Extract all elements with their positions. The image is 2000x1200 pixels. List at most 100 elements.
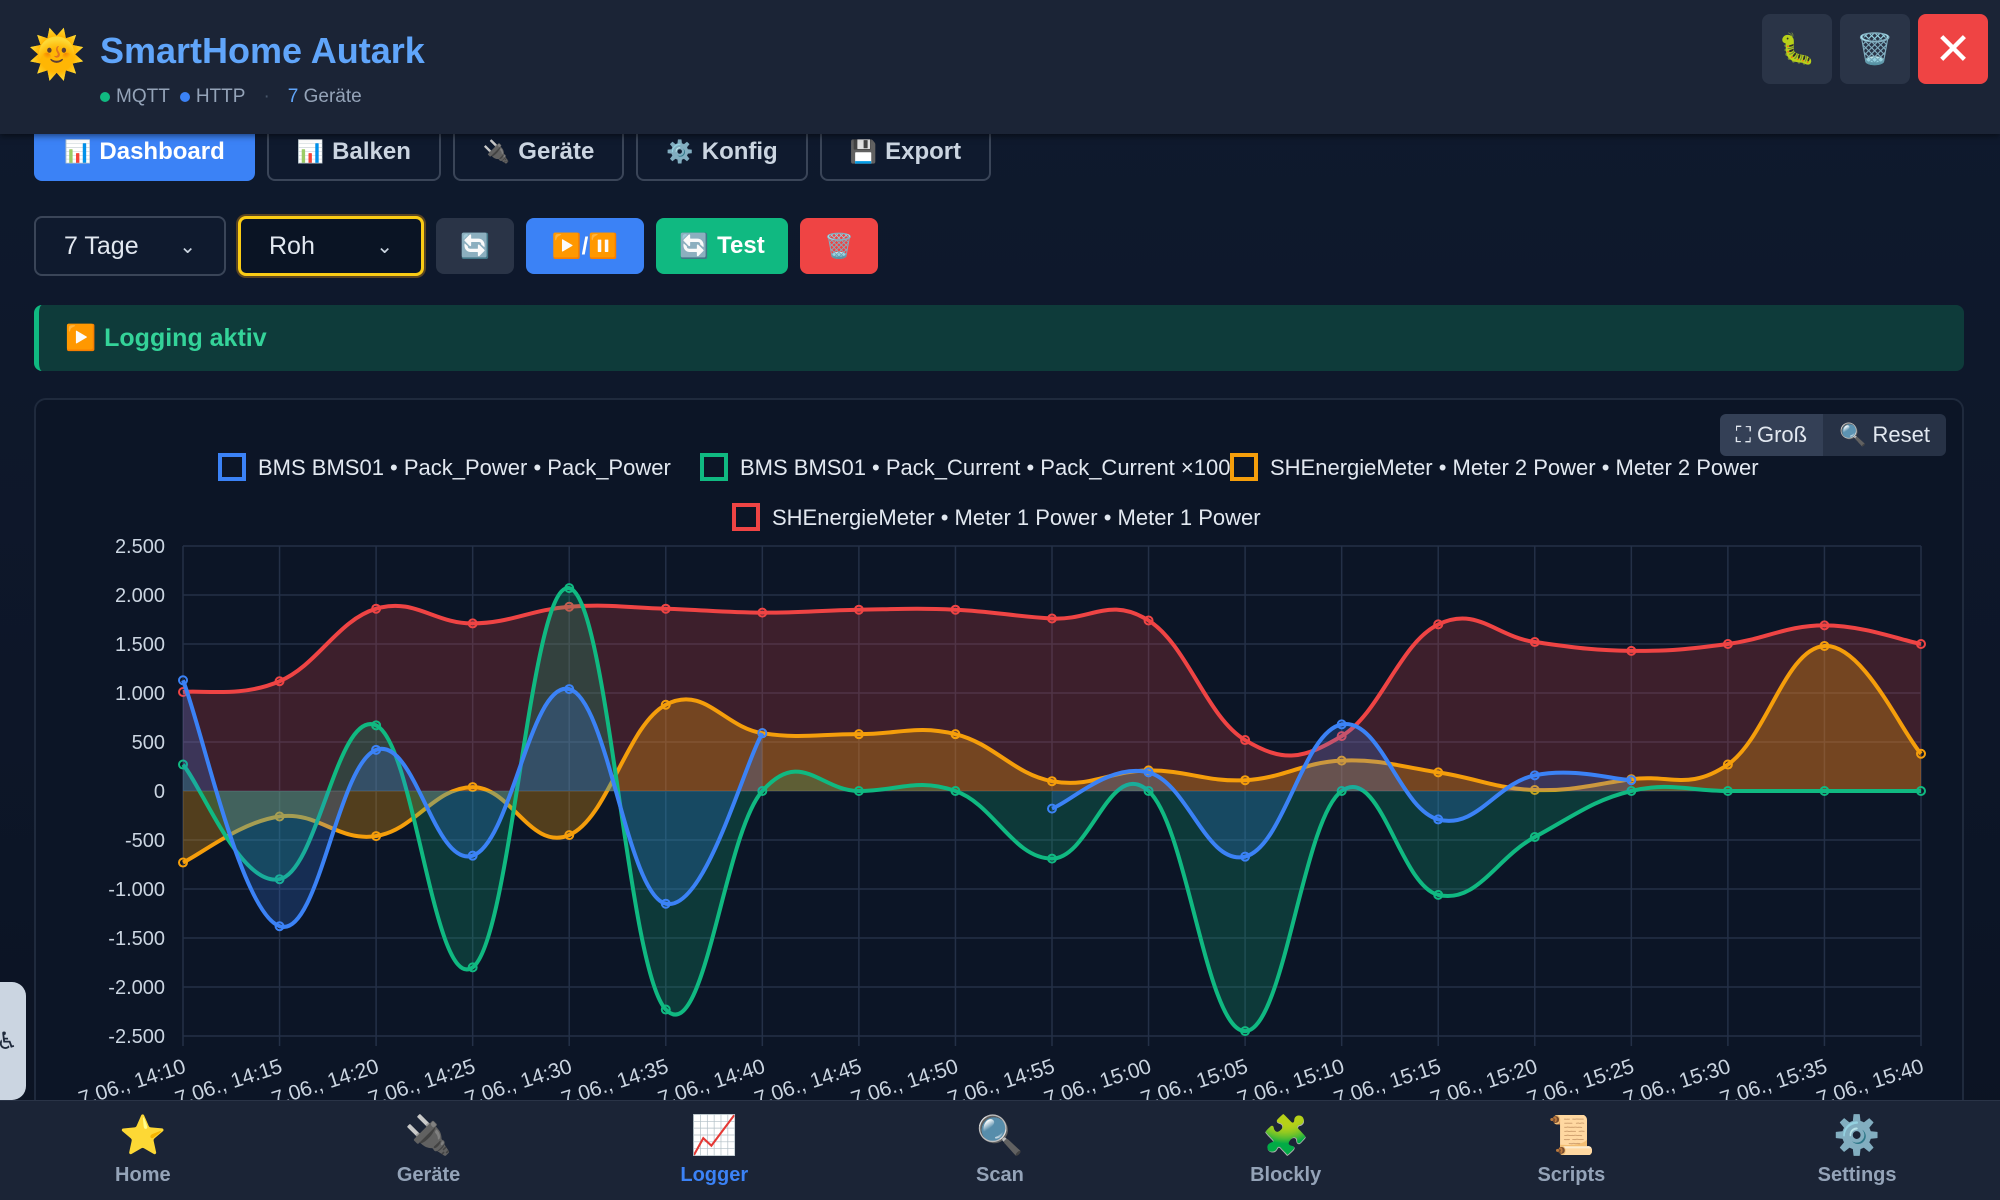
plug-icon: 🔌 <box>404 1115 453 1157</box>
series-line <box>182 603 1922 758</box>
legend-swatch <box>1230 453 1258 481</box>
nav-scan[interactable]: 🔍 Scan <box>910 1114 1090 1187</box>
magnifier-icon: 🔍 <box>1839 422 1867 447</box>
range-select[interactable]: 7 Tage ⌄ <box>34 216 226 276</box>
debug-button[interactable]: 🐛 <box>1762 14 1832 84</box>
fullscreen-button[interactable]: ⛶ Groß <box>1719 414 1824 456</box>
series-area <box>183 680 763 928</box>
app-title: SmartHome Autark <box>100 30 425 71</box>
nav-blockly[interactable]: 🧩 Blockly <box>1196 1114 1376 1187</box>
status-text: Logging aktiv <box>104 323 267 352</box>
y-tick-label: -1.500 <box>108 928 165 950</box>
legend-swatch <box>700 453 728 481</box>
data-point <box>564 601 575 612</box>
data-point <box>1047 776 1057 787</box>
delete-button[interactable]: 🗑️ <box>800 218 878 274</box>
nav-geraete[interactable]: 🔌 Geräte <box>339 1114 519 1187</box>
range-value: 7 Tage <box>64 231 139 260</box>
close-button[interactable]: ✕ <box>1918 14 1988 84</box>
tab-label: Balken <box>332 137 411 165</box>
mode-select[interactable]: Roh ⌄ <box>238 216 424 276</box>
nav-label: Scripts <box>1537 1164 1606 1186</box>
data-point <box>1047 613 1057 624</box>
device-count: 7 <box>287 86 299 107</box>
data-point <box>1143 786 1154 796</box>
expand-icon: ⛶ <box>1735 422 1751 447</box>
data-point <box>467 782 478 793</box>
y-tick-label: 2.500 <box>115 536 165 558</box>
data-point <box>1722 786 1733 796</box>
reset-zoom-button[interactable]: 🔍 Reset <box>1823 414 1946 456</box>
test-label: Test <box>717 232 765 259</box>
series-line <box>181 679 765 929</box>
refresh-button[interactable]: 🔄 <box>436 218 514 274</box>
data-point <box>1529 785 1540 796</box>
legend-label: BMS BMS01 • Pack_Power • Pack_Power <box>258 455 671 480</box>
tab-label: Export <box>885 137 962 165</box>
data-point <box>371 603 382 614</box>
data-point <box>1240 851 1251 862</box>
nav-home[interactable]: ⭐ Home <box>53 1114 233 1187</box>
reset-label: Reset <box>1872 422 1930 447</box>
data-point <box>1722 759 1733 770</box>
data-point <box>757 607 768 618</box>
nav-settings[interactable]: ⚙️ Settings <box>1767 1114 1947 1187</box>
star-icon: ⭐ <box>119 1115 167 1157</box>
nav-label: Scan <box>976 1164 1024 1186</box>
data-point <box>950 729 961 740</box>
separator: · <box>263 86 270 107</box>
data-point <box>467 850 478 861</box>
nav-scripts[interactable]: 📜 Scripts <box>1481 1114 1661 1187</box>
tab-label: Dashboard <box>99 137 225 165</box>
play-icon: ▶️ <box>65 323 97 352</box>
bug-icon: 🐛 <box>1778 32 1816 66</box>
accessibility-button[interactable]: ♿ <box>0 982 26 1100</box>
play-pause-button[interactable]: ▶️/⏸️ <box>526 218 644 274</box>
refresh-icon: 🔄 <box>679 232 710 260</box>
data-point <box>1529 637 1540 648</box>
http-badge: HTTP <box>179 86 245 108</box>
data-point <box>178 759 188 770</box>
line-chart[interactable]: 2.500 2.000 1.500 1.000 500 0 -500 -1.000 -1.500… <box>36 400 1966 1120</box>
data-point <box>564 830 575 841</box>
data-point <box>660 699 671 710</box>
series-area <box>183 605 1921 791</box>
http-dot-icon <box>179 91 190 102</box>
test-button[interactable]: 🔄 Test <box>656 218 788 274</box>
mqtt-label: MQTT <box>116 86 170 107</box>
plug-icon: 🔌 <box>482 138 511 164</box>
play-pause-icon: ▶️/⏸️ <box>551 232 619 260</box>
data-point <box>1240 1026 1251 1037</box>
data-point <box>1819 620 1830 631</box>
data-point <box>467 618 478 629</box>
y-tick-label: -2.500 <box>108 1026 165 1048</box>
data-point <box>178 857 188 868</box>
app-header: 🌞 SmartHome Autark MQTT HTTP · 7 Geräte … <box>0 0 2000 134</box>
data-point <box>1336 755 1347 766</box>
data-point <box>1143 767 1154 778</box>
chart-up-icon: 📈 <box>690 1115 738 1157</box>
data-point <box>757 728 768 739</box>
logging-status: ▶️ Logging aktiv <box>34 305 1964 371</box>
nav-logger[interactable]: 📈 Logger <box>624 1114 804 1187</box>
data-point <box>1819 640 1830 651</box>
series-area <box>183 587 1921 1032</box>
data-point <box>1336 786 1347 796</box>
y-tick-label: 0 <box>154 781 165 803</box>
y-tick-label: 1.000 <box>115 683 165 705</box>
chart-controls: 7 Tage ⌄ Roh ⌄ 🔄 ▶️/⏸️ 🔄 Test 🗑️ <box>34 216 878 276</box>
chart-actions: ⛶ Groß 🔍 Reset <box>1719 414 1946 456</box>
legend-swatch <box>218 453 246 481</box>
trash-icon: 🗑️ <box>824 232 854 260</box>
clear-button[interactable]: 🗑️ <box>1840 14 1910 84</box>
close-icon: ✕ <box>1934 24 1972 74</box>
data-point <box>371 720 382 731</box>
data-point <box>853 729 864 740</box>
y-tick-label: -500 <box>125 830 165 852</box>
trash-icon: 🗑️ <box>1856 32 1894 66</box>
device-label: Geräte <box>303 86 362 107</box>
chart-card: ⛶ Groß 🔍 Reset 2.500 2.000 1.500 1.000 500 0 -50… <box>34 398 1964 1118</box>
data-point <box>1819 786 1830 796</box>
data-point <box>467 962 478 973</box>
tab-label: Geräte <box>518 137 595 165</box>
